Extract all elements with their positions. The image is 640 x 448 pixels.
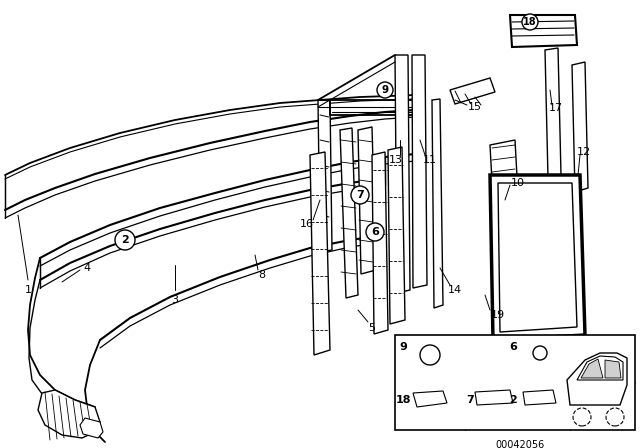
Text: 7: 7 bbox=[356, 190, 364, 200]
Polygon shape bbox=[510, 15, 577, 47]
Text: 6: 6 bbox=[371, 227, 379, 237]
Polygon shape bbox=[80, 418, 103, 438]
Polygon shape bbox=[577, 356, 623, 380]
Polygon shape bbox=[490, 175, 585, 340]
Text: 7: 7 bbox=[466, 395, 474, 405]
Text: 18: 18 bbox=[396, 395, 411, 405]
Text: 16: 16 bbox=[300, 219, 314, 229]
Polygon shape bbox=[318, 100, 332, 252]
Polygon shape bbox=[372, 152, 388, 334]
Text: 15: 15 bbox=[468, 102, 482, 112]
Polygon shape bbox=[413, 391, 447, 407]
Polygon shape bbox=[545, 48, 561, 178]
Polygon shape bbox=[475, 390, 513, 405]
Text: 10: 10 bbox=[511, 178, 525, 188]
Circle shape bbox=[522, 14, 538, 30]
Text: 11: 11 bbox=[423, 155, 437, 165]
Circle shape bbox=[573, 408, 591, 426]
Polygon shape bbox=[572, 62, 588, 192]
Text: 00042056: 00042056 bbox=[495, 440, 545, 448]
Text: 14: 14 bbox=[448, 285, 462, 295]
Text: 8: 8 bbox=[259, 270, 266, 280]
Text: 2: 2 bbox=[121, 235, 129, 245]
Text: 17: 17 bbox=[549, 103, 563, 113]
Polygon shape bbox=[358, 127, 376, 274]
Circle shape bbox=[366, 223, 384, 241]
Polygon shape bbox=[581, 359, 603, 378]
Text: 4: 4 bbox=[83, 263, 91, 273]
Text: 12: 12 bbox=[577, 147, 591, 157]
Text: 9: 9 bbox=[399, 342, 407, 352]
Polygon shape bbox=[310, 152, 330, 355]
Polygon shape bbox=[388, 147, 405, 324]
Polygon shape bbox=[490, 140, 518, 200]
Polygon shape bbox=[605, 360, 621, 378]
Polygon shape bbox=[523, 390, 556, 405]
Circle shape bbox=[533, 346, 547, 360]
Text: 5: 5 bbox=[369, 323, 376, 333]
Text: 13: 13 bbox=[389, 155, 403, 165]
Text: 2: 2 bbox=[509, 395, 517, 405]
Text: 3: 3 bbox=[172, 295, 179, 305]
Circle shape bbox=[115, 230, 135, 250]
Polygon shape bbox=[38, 390, 100, 438]
Polygon shape bbox=[395, 55, 410, 293]
Circle shape bbox=[606, 408, 624, 426]
Polygon shape bbox=[432, 99, 443, 308]
Bar bbox=[395, 335, 635, 430]
Text: 18: 18 bbox=[523, 17, 537, 27]
Polygon shape bbox=[498, 183, 577, 332]
Text: 9: 9 bbox=[381, 85, 388, 95]
Circle shape bbox=[351, 186, 369, 204]
Text: 1: 1 bbox=[24, 285, 31, 295]
Polygon shape bbox=[412, 55, 427, 288]
Polygon shape bbox=[567, 353, 627, 405]
Circle shape bbox=[377, 82, 393, 98]
Polygon shape bbox=[450, 78, 495, 104]
Text: 19: 19 bbox=[491, 310, 505, 320]
Circle shape bbox=[420, 345, 440, 365]
Text: 6: 6 bbox=[509, 342, 517, 352]
Polygon shape bbox=[340, 128, 358, 298]
